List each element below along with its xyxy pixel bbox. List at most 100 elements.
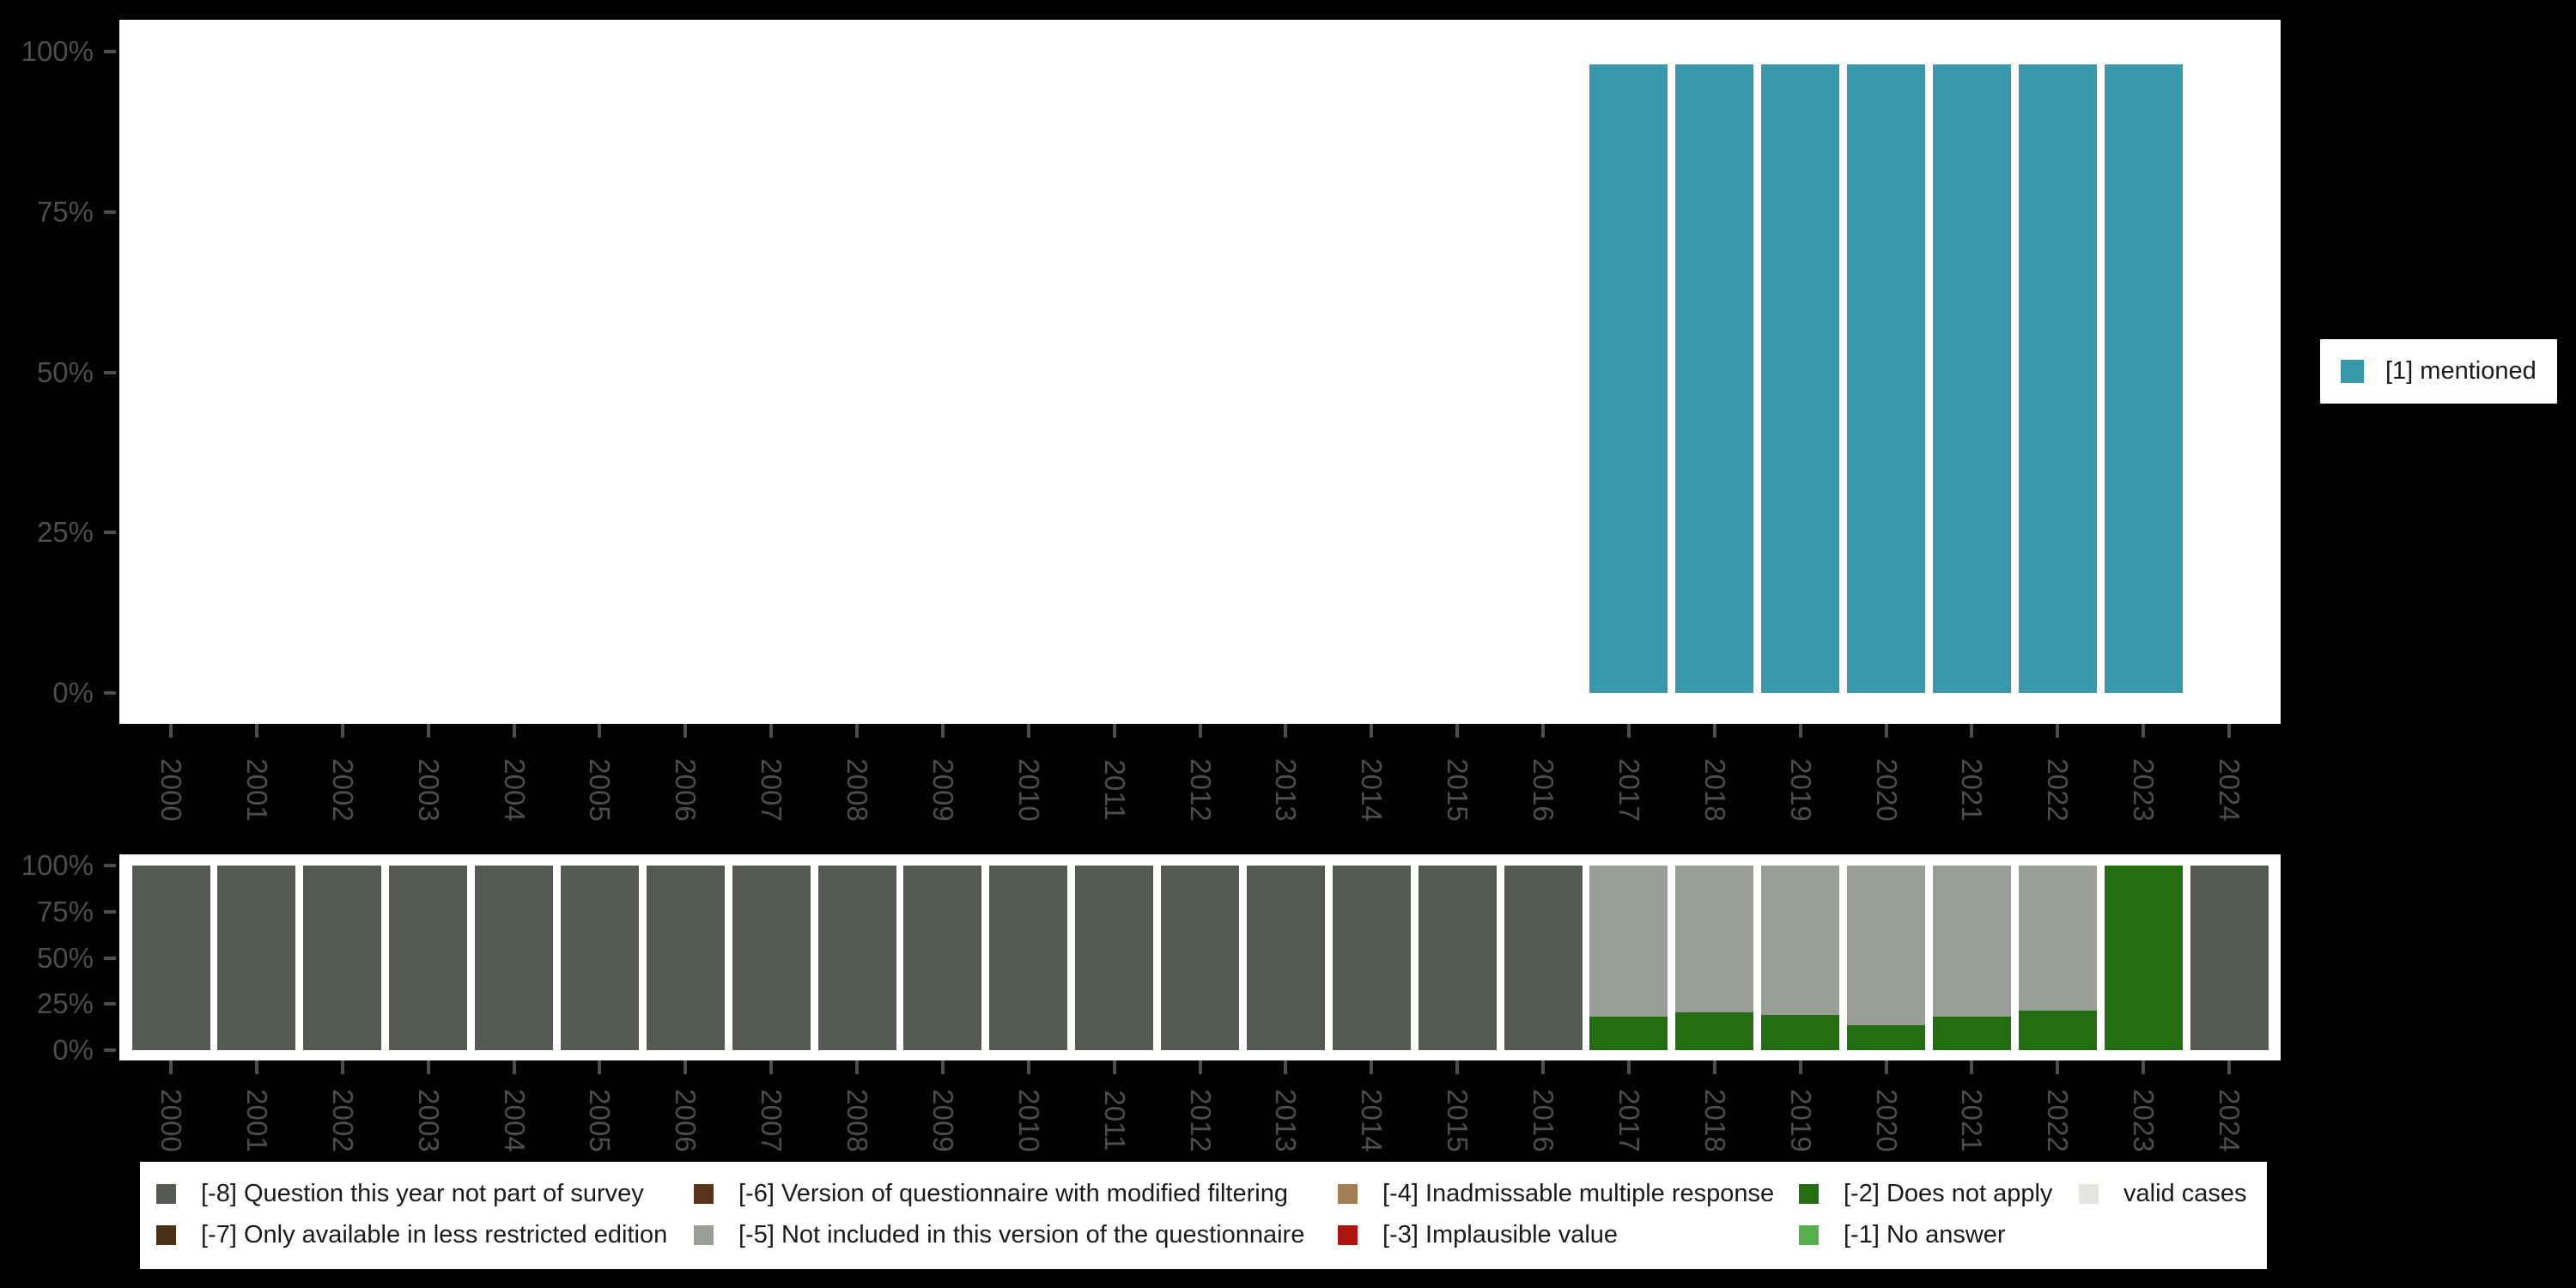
- legend-top-label: [1] mentioned: [2385, 357, 2537, 385]
- bottom-x-tick: [254, 1060, 258, 1074]
- top-y-tick: [104, 691, 116, 695]
- top-x-tick: [1884, 724, 1888, 738]
- bottom-x-tick: [1198, 1060, 1202, 1074]
- top-y-tick-label: 25%: [36, 516, 94, 549]
- top-x-tick-label: 2024: [2214, 758, 2245, 822]
- legend-item: valid cases: [2079, 1173, 2246, 1214]
- bottom-bar-2015: [1418, 866, 1497, 1050]
- bottom-bar-2018: [1675, 1012, 1754, 1050]
- top-x-tick-label: 2003: [412, 758, 445, 822]
- bottom-x-tick: [1284, 1060, 1288, 1074]
- bottom-y-tick-label: 50%: [36, 941, 94, 974]
- legend-label: [-2] Does not apply: [1844, 1179, 2053, 1207]
- bottom-x-tick: [2227, 1060, 2231, 1074]
- bottom-x-tick: [2142, 1060, 2146, 1074]
- bottom-bar-2014: [1332, 866, 1411, 1050]
- legend-swatch: [1799, 1183, 1819, 1204]
- bottom-x-tick-label: 2018: [1698, 1089, 1731, 1152]
- bottom-y-tick-label: 75%: [36, 895, 94, 927]
- top-x-tick-label: 2001: [240, 758, 273, 822]
- legend-swatch: [694, 1183, 714, 1204]
- bottom-x-tick-label: 2001: [240, 1089, 273, 1152]
- top-x-tick-label: 2017: [1613, 758, 1645, 822]
- bottom-bar-2002: [303, 866, 382, 1050]
- bottom-x-tick-label: 2019: [1784, 1089, 1817, 1152]
- bottom-y-tick: [104, 1002, 116, 1006]
- legend-label: [-1] No answer: [1844, 1220, 2006, 1249]
- bottom-x-tick: [1455, 1060, 1460, 1074]
- legend-swatch: [1799, 1224, 1819, 1245]
- bottom-x-tick-label: 2000: [155, 1089, 187, 1152]
- top-x-tick: [1541, 724, 1545, 738]
- bottom-x-tick-label: 2013: [1270, 1089, 1303, 1152]
- top-x-tick-label: 2004: [498, 758, 531, 822]
- top-x-tick: [340, 724, 344, 738]
- bottom-bar-2012: [1161, 866, 1239, 1050]
- top-x-tick: [1970, 724, 1974, 738]
- top-y-tick: [104, 531, 116, 535]
- top-bar-2020: [1847, 64, 1925, 693]
- bottom-x-tick: [1026, 1060, 1030, 1074]
- top-y-tick: [104, 370, 116, 374]
- bottom-x-tick: [940, 1060, 945, 1074]
- bottom-x-tick-label: 2024: [2214, 1089, 2245, 1152]
- bottom-bar-2000: [131, 866, 210, 1050]
- bottom-bar-2021: [1932, 866, 2011, 1018]
- bottom-x-tick-label: 2010: [1012, 1089, 1045, 1152]
- bottom-x-tick-label: 2006: [670, 1089, 702, 1152]
- bottom-x-tick-label: 2008: [841, 1089, 873, 1152]
- bottom-bar-2009: [903, 866, 982, 1050]
- legend-swatch: [694, 1224, 714, 1245]
- top-y-tick: [104, 210, 116, 214]
- bottom-bar-2005: [560, 866, 639, 1050]
- bottom-x-tick-label: 2011: [1098, 1090, 1131, 1151]
- bottom-y-tick-label: 25%: [36, 987, 94, 1020]
- top-x-tick: [1370, 724, 1374, 738]
- top-x-tick: [598, 724, 602, 738]
- top-x-tick-label: 2014: [1356, 758, 1388, 822]
- top-y-tick-label: 50%: [36, 355, 94, 388]
- bottom-bar-2011: [1075, 866, 1154, 1050]
- bottom-bar-2016: [1504, 866, 1583, 1050]
- top-x-tick: [1026, 724, 1030, 738]
- top-x-tick: [426, 724, 430, 738]
- top-y-tick-label: 100%: [21, 35, 94, 67]
- top-x-tick-label: 2022: [2042, 758, 2075, 822]
- top-x-tick: [512, 724, 516, 738]
- bottom-x-tick: [512, 1060, 516, 1074]
- top-x-tick-label: 2018: [1698, 758, 1731, 822]
- bottom-x-tick: [598, 1060, 602, 1074]
- bottom-y-tick: [104, 864, 116, 867]
- bottom-x-tick: [340, 1060, 344, 1074]
- bottom-x-tick-label: 2022: [2042, 1089, 2075, 1152]
- bottom-bar-2019: [1761, 866, 1840, 1016]
- bottom-y-tick: [104, 956, 116, 960]
- top-x-tick-label: 2019: [1784, 758, 1817, 822]
- legend-item: [-6] Version of questionnaire with modif…: [694, 1173, 1288, 1214]
- legend-top-swatch-mentioned: [2341, 360, 2364, 383]
- bottom-bar-2022: [2018, 866, 2097, 1011]
- bottom-x-tick: [1541, 1060, 1545, 1074]
- bottom-bar-2021: [1932, 1017, 2011, 1050]
- bottom-bar-2019: [1761, 1015, 1840, 1050]
- top-y-tick: [104, 50, 116, 53]
- legend-top: [1] mentioned: [2320, 339, 2557, 404]
- top-x-tick-label: 2008: [841, 758, 873, 822]
- bottom-bar-2017: [1589, 1017, 1668, 1050]
- legend-swatch: [1338, 1183, 1358, 1204]
- top-x-tick-label: 2013: [1270, 758, 1303, 822]
- bottom-x-tick-label: 2012: [1184, 1089, 1217, 1152]
- top-x-tick: [1284, 724, 1288, 738]
- top-x-tick-label: 2000: [155, 758, 187, 822]
- legend-swatch: [2079, 1183, 2099, 1204]
- bottom-bar-2013: [1246, 866, 1325, 1050]
- legend-label: [-5] Not included in this version of the…: [738, 1220, 1305, 1249]
- bottom-bar-2006: [646, 866, 725, 1050]
- bottom-x-tick: [855, 1060, 859, 1074]
- top-x-tick-label: 2011: [1098, 759, 1131, 821]
- bottom-x-tick: [2056, 1060, 2060, 1074]
- bottom-x-tick-label: 2005: [584, 1089, 617, 1152]
- top-x-tick: [940, 724, 945, 738]
- legend-label: [-4] Inadmissable multiple response: [1382, 1179, 1775, 1207]
